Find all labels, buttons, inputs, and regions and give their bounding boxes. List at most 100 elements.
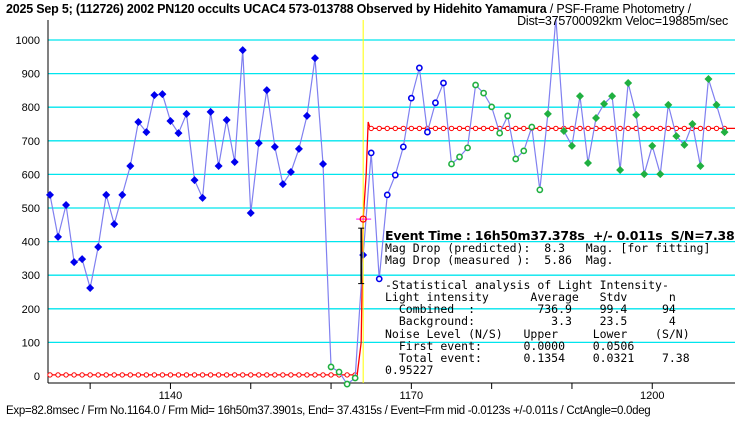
data-point xyxy=(174,129,183,138)
data-point xyxy=(536,186,544,194)
data-point xyxy=(440,79,447,87)
model-point xyxy=(384,125,390,132)
model-point xyxy=(215,372,222,378)
model-point xyxy=(641,125,647,132)
model-point xyxy=(577,125,583,132)
data-point xyxy=(512,155,520,163)
model-point xyxy=(665,125,672,132)
data-point xyxy=(584,158,593,167)
data-point xyxy=(696,162,705,170)
model-point xyxy=(288,372,294,378)
data-point xyxy=(648,141,657,150)
model-point xyxy=(344,372,350,378)
data-point xyxy=(383,191,391,199)
data-point xyxy=(656,170,665,179)
data-point xyxy=(214,162,223,170)
data-point xyxy=(472,81,479,89)
model-point xyxy=(207,372,214,378)
model-point xyxy=(175,372,182,378)
title-main: 2025 Sep 5; (112726) 2002 PN120 occults … xyxy=(6,2,547,16)
result-line: Combined : 736.9 99.4 94 xyxy=(385,302,676,317)
title-method: / PSF-Frame Photometry / xyxy=(546,2,691,16)
data-point xyxy=(464,144,471,152)
data-point xyxy=(222,115,231,124)
model-point xyxy=(320,372,326,378)
event-marker xyxy=(359,215,367,223)
y-tick-label: 500 xyxy=(22,203,40,215)
data-point xyxy=(448,160,455,168)
model-point xyxy=(159,372,166,378)
model-point xyxy=(256,372,262,378)
model-point xyxy=(199,372,206,378)
data-point xyxy=(230,157,239,166)
model-point xyxy=(480,125,487,132)
data-point xyxy=(399,143,407,151)
data-point xyxy=(640,170,649,179)
event-time: Event Time : 16h50m37.378s +/- 0.011s S/… xyxy=(385,228,735,243)
y-tick-label: 100 xyxy=(22,337,40,349)
data-point xyxy=(246,209,255,218)
model-point xyxy=(440,125,447,132)
data-point xyxy=(367,149,375,157)
model-point xyxy=(272,372,278,378)
model-point xyxy=(248,372,254,378)
data-point xyxy=(688,120,697,128)
model-point xyxy=(681,125,688,132)
result-line: Noise Level (N/S) Upper Lower (S/N) xyxy=(385,326,690,341)
model-point xyxy=(111,372,117,378)
y-tick-label: 800 xyxy=(22,102,40,114)
result-line: Light intensity Average Stdv n xyxy=(385,290,676,305)
model-point xyxy=(71,372,77,378)
model-point xyxy=(191,372,198,378)
data-point xyxy=(720,128,729,137)
title-distance-velocity: Dist=375700092km Veloc=19885m/sec xyxy=(517,14,728,28)
data-point xyxy=(520,147,528,155)
model-point xyxy=(408,125,415,132)
data-point xyxy=(407,94,415,102)
model-point xyxy=(609,125,615,132)
data-point xyxy=(198,193,207,202)
data-point xyxy=(616,166,625,175)
data-point xyxy=(150,91,159,100)
data-point xyxy=(270,142,279,151)
model-point xyxy=(231,372,238,378)
data-point xyxy=(62,200,71,209)
model-point xyxy=(63,372,69,378)
model-point xyxy=(537,125,543,132)
y-tick-label: 1000 xyxy=(16,35,40,47)
model-point xyxy=(657,125,663,132)
data-point xyxy=(543,109,552,118)
y-tick-label: 300 xyxy=(22,270,40,282)
chart-title: 2025 Sep 5; (112726) 2002 PN120 occults … xyxy=(6,2,691,16)
model-point xyxy=(55,372,61,378)
model-point xyxy=(143,372,150,378)
data-point xyxy=(302,111,311,120)
model-point xyxy=(376,125,382,132)
data-point xyxy=(118,190,127,199)
model-point xyxy=(432,125,439,132)
model-point xyxy=(713,125,720,132)
model-point xyxy=(456,125,463,132)
model-curve xyxy=(47,121,735,378)
data-point xyxy=(70,258,79,267)
data-point xyxy=(680,140,689,149)
model-point xyxy=(553,125,559,132)
model-point xyxy=(87,372,93,378)
data-point xyxy=(110,220,119,229)
model-point xyxy=(585,125,591,132)
model-point xyxy=(601,125,607,132)
model-point xyxy=(183,372,190,378)
model-point xyxy=(416,125,423,132)
y-tick-label: 700 xyxy=(22,136,40,148)
y-tick-label: 200 xyxy=(22,304,40,316)
data-point xyxy=(46,190,54,199)
data-point xyxy=(480,89,488,97)
model-point xyxy=(513,125,519,132)
data-point xyxy=(319,159,328,168)
data-point xyxy=(78,255,87,264)
data-point xyxy=(672,132,681,141)
data-point xyxy=(335,368,343,376)
model-point xyxy=(392,125,398,132)
data-point xyxy=(327,363,335,371)
data-point xyxy=(190,176,199,185)
